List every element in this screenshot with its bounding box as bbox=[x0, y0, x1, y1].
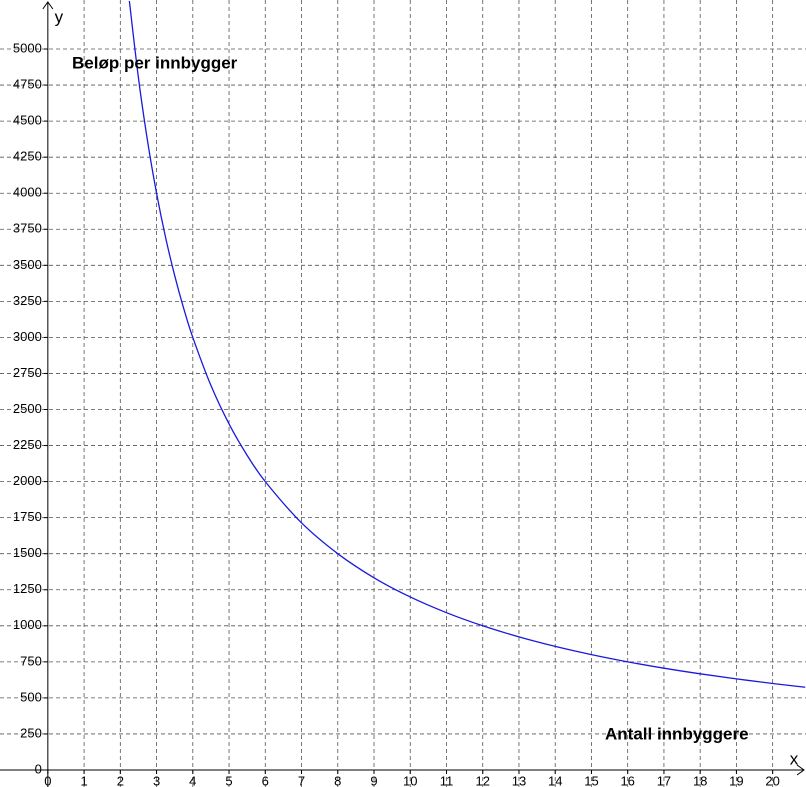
x-tick-label: 9 bbox=[370, 773, 377, 787]
y-tick-label: 4250 bbox=[13, 149, 42, 164]
y-tick-label: 2000 bbox=[13, 473, 42, 488]
y-tick-label: 3500 bbox=[13, 257, 42, 272]
x-tick-label: 18 bbox=[693, 773, 707, 787]
y-tick-label: 1500 bbox=[13, 545, 42, 560]
y-tick-label: 1000 bbox=[13, 617, 42, 632]
x-tick-label: 10 bbox=[403, 773, 417, 787]
x-axis-label: x bbox=[790, 749, 799, 768]
y-tick-label: 2500 bbox=[13, 401, 42, 416]
x-tick-label: 15 bbox=[584, 773, 598, 787]
x-tick-label: 3 bbox=[153, 773, 160, 787]
x-tick-label: 14 bbox=[548, 773, 562, 787]
x-tick-label: 5 bbox=[225, 773, 232, 787]
y-tick-label: 500 bbox=[20, 689, 42, 704]
y-tick-label: 750 bbox=[20, 653, 42, 668]
y-tick-label: 1750 bbox=[13, 509, 42, 524]
x-tick-label: 11 bbox=[440, 773, 454, 787]
y-tick-label: 5000 bbox=[13, 40, 42, 55]
x-tick-label: 8 bbox=[334, 773, 341, 787]
annotation: Beløp per innbygger bbox=[72, 53, 238, 72]
x-axis-arrow bbox=[796, 764, 805, 776]
x-tick-label: 12 bbox=[475, 773, 489, 787]
y-tick-label: 1250 bbox=[13, 581, 42, 596]
y-axis-arrow bbox=[42, 1, 54, 10]
y-tick-label: 3250 bbox=[13, 293, 42, 308]
x-tick-label: 4 bbox=[189, 773, 196, 787]
y-tick-label: 0 bbox=[35, 761, 42, 776]
y-tick-label: 2250 bbox=[13, 437, 42, 452]
x-tick-label: 13 bbox=[512, 773, 526, 787]
y-tick-label: 2750 bbox=[13, 365, 42, 380]
y-tick-label: 4750 bbox=[13, 77, 42, 92]
x-tick-label: 19 bbox=[729, 773, 743, 787]
x-tick-label: 1 bbox=[80, 773, 87, 787]
annotation: Antall innbyggere bbox=[605, 724, 749, 743]
y-tick-label: 4000 bbox=[13, 185, 42, 200]
y-axis-label: y bbox=[55, 7, 64, 26]
y-tick-label: 3000 bbox=[13, 329, 42, 344]
x-tick-label: 7 bbox=[298, 773, 305, 787]
curve bbox=[128, 0, 806, 688]
x-tick-label: 16 bbox=[620, 773, 634, 787]
x-tick-label: 20 bbox=[765, 773, 779, 787]
x-tick-label: 2 bbox=[117, 773, 124, 787]
y-tick-label: 250 bbox=[20, 725, 42, 740]
x-tick-label: 17 bbox=[657, 773, 671, 787]
y-tick-label: 4500 bbox=[13, 113, 42, 128]
y-tick-label: 3750 bbox=[13, 221, 42, 236]
x-tick-label: 6 bbox=[262, 773, 269, 787]
